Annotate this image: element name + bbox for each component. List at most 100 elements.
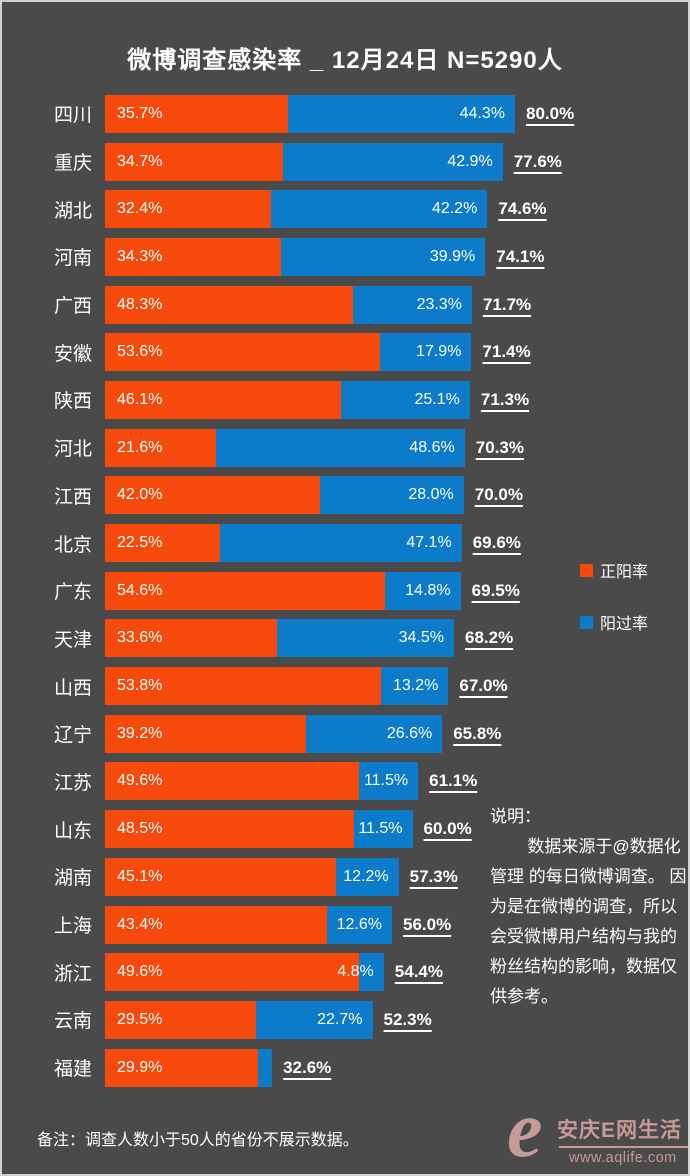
bar-segment-positive-now: 39.2%	[105, 714, 306, 753]
bar-segment-positive-past: 12.2%	[336, 857, 399, 896]
positive-now-value-label: 46.1%	[117, 390, 163, 408]
total-label: 69.5%	[471, 580, 520, 600]
bar-segment-positive-now: 49.6%	[105, 762, 360, 801]
bar-segment-positive-past: 26.6%	[305, 714, 443, 753]
bar-segment-positive-now: 21.6%	[105, 428, 216, 467]
chart-row: 上海 43.4% 12.6% 56.0%	[2, 901, 688, 949]
positive-now-value-label: 49.6%	[117, 963, 163, 981]
stacked-bar: 48.3% 23.3%	[105, 285, 472, 324]
total-label: 71.3%	[480, 389, 530, 409]
stacked-bar: 46.1% 25.1%	[105, 380, 470, 419]
province-label: 河北	[53, 439, 92, 461]
stacked-bar: 34.3% 39.9%	[105, 237, 486, 276]
stacked-bar: 39.2% 26.6%	[105, 714, 443, 753]
total-label: 70.3%	[475, 437, 524, 457]
bar-segment-positive-now: 22.5%	[105, 524, 221, 563]
chart-title: 微博调查感染率 _ 12月24日 N=5290人	[127, 47, 563, 74]
positive-now-value-label: 53.6%	[117, 343, 163, 361]
total-label: 80.0%	[525, 103, 575, 123]
total-label: 52.3%	[383, 1009, 432, 1029]
bar-segment-positive-now: 53.8%	[105, 667, 381, 706]
total-label: 70.0%	[474, 485, 523, 505]
bar-segment-positive-now: 48.5%	[105, 810, 354, 849]
positive-now-value-label: 48.3%	[117, 295, 163, 313]
chart-row: 北京 22.5% 47.1% 69.6%	[2, 519, 688, 567]
bar-chart: 四川 35.7% 44.3% 80.0% 重庆 34.7% 42.9% 77.6…	[2, 90, 688, 1092]
bar-segment-positive-now: 46.1%	[105, 380, 342, 419]
province-label: 江西	[53, 486, 92, 508]
positive-past-value-label: 34.5%	[398, 629, 444, 647]
province-label: 天津	[53, 629, 92, 651]
stacked-bar: 49.6% 11.5%	[105, 762, 419, 801]
positive-now-value-label: 34.3%	[117, 247, 163, 265]
positive-now-value-label: 21.6%	[117, 438, 163, 456]
legend-swatch-orange	[580, 563, 593, 577]
stacked-bar: 21.6% 48.6%	[105, 428, 465, 467]
total-label: 56.0%	[402, 914, 452, 934]
positive-past-value-label: 28.0%	[408, 486, 454, 504]
positive-now-value-label: 34.7%	[117, 152, 163, 170]
bar-segment-positive-now: 54.6%	[105, 571, 385, 610]
chart-row: 江西 42.0% 28.0% 70.0%	[2, 472, 688, 520]
positive-now-value-label: 33.6%	[117, 629, 163, 647]
total-label: 65.8%	[453, 723, 502, 743]
legend-swatch-blue	[580, 615, 593, 629]
bar-segment-positive-past: 47.1%	[220, 524, 462, 563]
stacked-bar: 48.5% 11.5%	[105, 810, 413, 849]
note-body: 数据来源于@数据化管理 的每日微博调查。 因为是在微博的调查，所以会受微博用户结…	[490, 837, 687, 1006]
province-label: 安徽	[53, 343, 92, 365]
bar-segment-positive-now: 43.4%	[105, 905, 328, 944]
chart-row: 湖北 32.4% 42.2% 74.6%	[2, 185, 688, 233]
note-heading: 说明：	[490, 807, 541, 826]
province-label: 山东	[53, 820, 92, 842]
stacked-bar: 29.5% 22.7%	[105, 1000, 373, 1039]
chart-row: 江苏 49.6% 11.5% 61.1%	[2, 758, 688, 806]
province-label: 陕西	[53, 391, 92, 413]
positive-now-value-label: 35.7%	[117, 104, 163, 122]
chart-row: 陕西 46.1% 25.1% 71.3%	[2, 376, 688, 424]
total-label: 60.0%	[423, 819, 472, 839]
note-block: 说明： 数据来源于@数据化管理 的每日微博调查。 因为是在微博的调查，所以会受微…	[490, 802, 688, 1012]
bar-segment-positive-now: 32.4%	[105, 190, 272, 229]
positive-past-value-label: 12.6%	[336, 915, 382, 933]
bar-segment-positive-now: 29.5%	[105, 1000, 257, 1039]
stacked-bar: 43.4% 12.6%	[105, 905, 392, 944]
bar-segment-positive-now: 29.9%	[105, 1048, 259, 1087]
province-label: 江苏	[53, 772, 92, 794]
bar-segment-positive-now: 42.0%	[105, 476, 321, 515]
province-label: 广西	[53, 296, 92, 318]
total-label: 71.4%	[482, 342, 531, 362]
positive-now-value-label: 53.8%	[117, 677, 163, 695]
legend-label-positive-now: 正阳率	[600, 564, 649, 581]
province-label: 四川	[53, 105, 92, 127]
positive-past-value-label: 42.9%	[447, 152, 493, 170]
chart-row: 山西 53.8% 13.2% 67.0%	[2, 662, 688, 710]
total-label: 57.3%	[409, 866, 458, 886]
bar-segment-positive-past: 34.5%	[277, 619, 454, 658]
legend: 正阳率 阳过率	[580, 558, 648, 662]
chart-row: 安徽 53.6% 17.9% 71.4%	[2, 328, 688, 376]
positive-now-value-label: 43.4%	[117, 915, 163, 933]
province-label: 山西	[53, 677, 92, 699]
chart-row: 广东 54.6% 14.8% 69.5%	[2, 567, 688, 615]
bar-segment-positive-now: 34.7%	[105, 142, 283, 181]
positive-now-value-label: 29.5%	[117, 1010, 163, 1028]
bar-segment-positive-now: 35.7%	[105, 94, 288, 133]
positive-now-value-label: 39.2%	[117, 724, 163, 742]
positive-past-value-label: 23.3%	[416, 295, 462, 313]
province-label: 湖北	[53, 200, 92, 222]
bar-segment-positive-past: 11.5%	[353, 810, 413, 849]
chart-row: 福建 29.9% 32.6%	[2, 1044, 688, 1092]
positive-past-value-label: 42.2%	[431, 200, 478, 218]
bar-segment-positive-past: 25.1%	[341, 380, 470, 419]
chart-row: 云南 29.5% 22.7% 52.3%	[2, 996, 688, 1044]
bar-segment-positive-now: 53.6%	[105, 333, 380, 372]
bar-segment-positive-past: 39.9%	[280, 237, 486, 276]
province-label: 福建	[53, 1059, 92, 1081]
positive-past-value-label: 39.9%	[429, 247, 476, 265]
positive-now-value-label: 22.5%	[117, 534, 163, 552]
stacked-bar: 53.8% 13.2%	[105, 667, 449, 706]
chart-row: 浙江 49.6% 4.8% 54.4%	[2, 948, 688, 996]
total-label: 54.4%	[394, 962, 443, 982]
